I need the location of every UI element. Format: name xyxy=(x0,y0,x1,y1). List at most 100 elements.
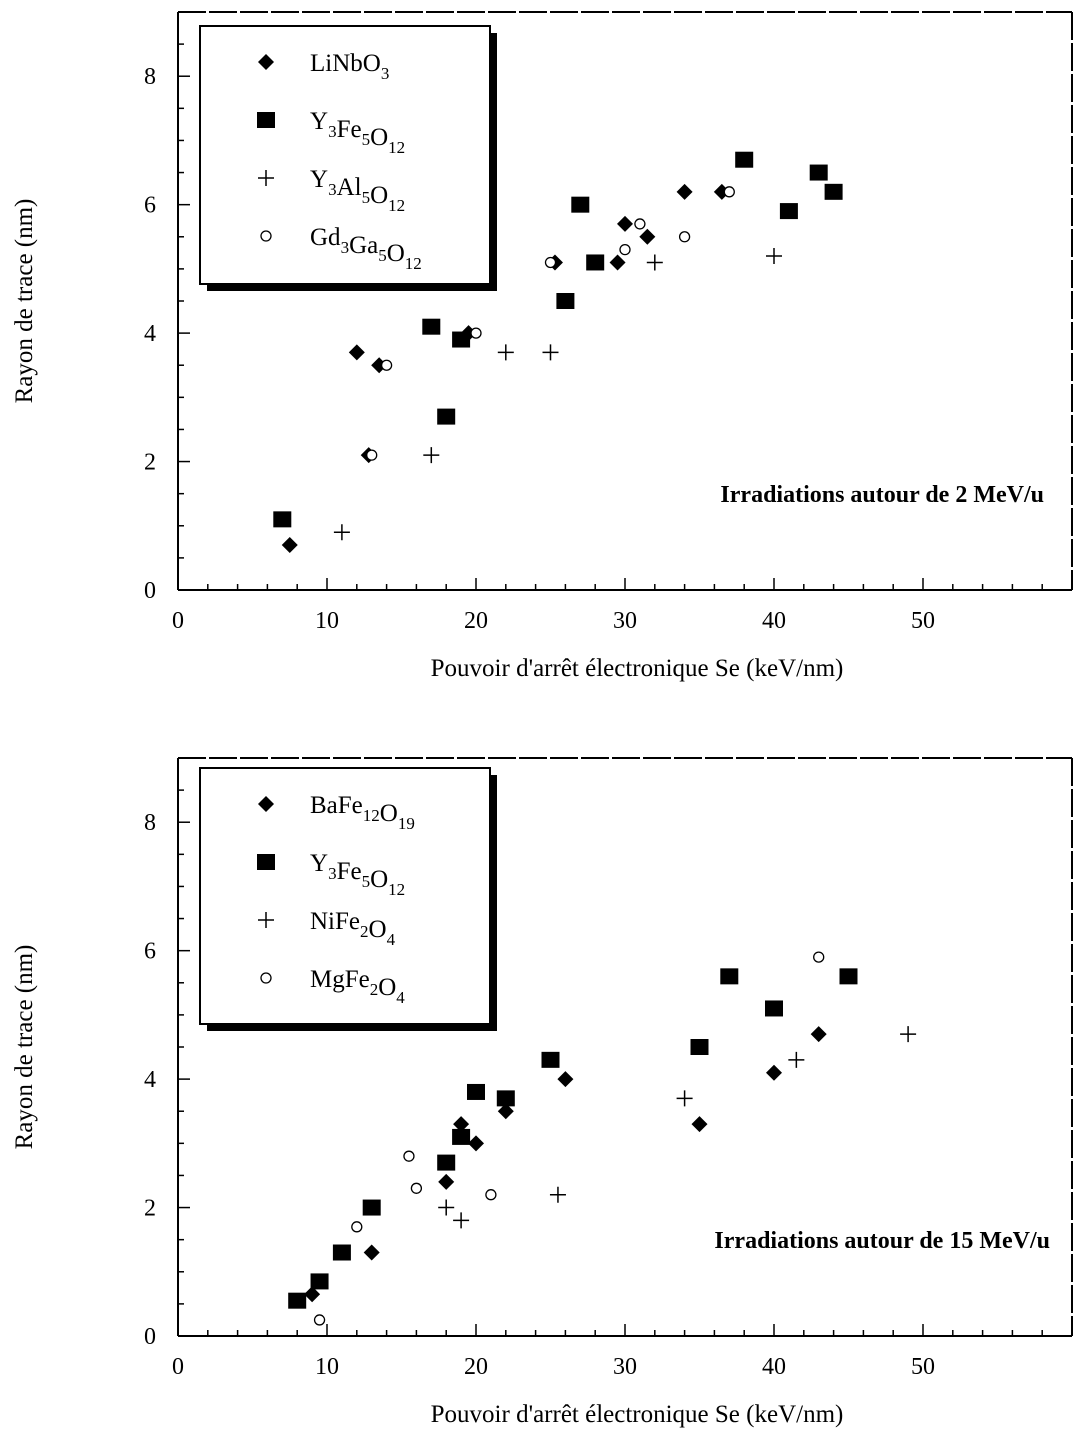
series-4-points xyxy=(313,951,825,1326)
y-tick-label: 2 xyxy=(144,450,156,476)
x-axis-title: Pouvoir d'arrêt électronique Se (keV/nm) xyxy=(431,655,844,682)
legend-marker-square xyxy=(257,112,275,128)
data-point xyxy=(571,196,590,213)
data-point xyxy=(497,344,514,361)
data-point xyxy=(438,1173,455,1190)
data-point xyxy=(766,248,782,265)
data-point xyxy=(735,151,754,168)
data-point xyxy=(423,447,440,464)
data-point xyxy=(273,511,292,528)
data-point xyxy=(678,231,691,243)
y-tick-label: 8 xyxy=(144,810,156,836)
data-point xyxy=(586,254,605,271)
data-point xyxy=(556,293,575,309)
y-tick-label: 6 xyxy=(144,193,156,219)
data-point xyxy=(485,1189,497,1201)
data-point xyxy=(453,1212,470,1229)
series-4-points xyxy=(366,186,735,461)
x-tick-label: 20 xyxy=(464,1354,488,1380)
series-3-points xyxy=(438,1026,917,1229)
legend-entry: Gd3Ga5O12 xyxy=(310,224,422,273)
legend-box xyxy=(199,25,491,285)
y-axis-title: Rayon de trace (nm) xyxy=(11,945,38,1150)
legend-marker-diamond xyxy=(258,796,274,812)
data-point xyxy=(288,1292,307,1309)
data-point xyxy=(549,1186,566,1203)
data-point xyxy=(351,1221,363,1233)
data-point xyxy=(410,1182,423,1194)
data-point xyxy=(437,1154,456,1171)
x-tick-label: 20 xyxy=(464,608,488,634)
data-point xyxy=(839,968,858,985)
data-point xyxy=(765,1000,783,1017)
data-point xyxy=(470,327,482,339)
data-point xyxy=(813,951,825,963)
x-tick-label: 10 xyxy=(315,1354,339,1380)
data-point xyxy=(452,331,471,348)
x-tick-label: 30 xyxy=(613,608,637,634)
data-point xyxy=(900,1026,917,1043)
y-tick-label: 8 xyxy=(144,64,156,90)
data-point xyxy=(366,449,378,461)
data-point xyxy=(810,1026,827,1043)
data-point xyxy=(403,1150,415,1162)
data-point xyxy=(779,203,798,220)
x-tick-label: 30 xyxy=(613,1354,637,1380)
data-point xyxy=(617,215,633,232)
data-point xyxy=(422,318,441,335)
data-point xyxy=(333,524,350,541)
legend-entry: NiFe2O4 xyxy=(310,908,396,949)
y-tick-label: 2 xyxy=(144,1196,156,1222)
data-point xyxy=(363,1244,380,1261)
legend-marker-square xyxy=(257,854,275,870)
legend-marker-circle xyxy=(260,230,272,242)
x-tick-label: 0 xyxy=(172,608,184,634)
x-axis-title: Pouvoir d'arrêt électronique Se (keV/nm) xyxy=(431,1401,844,1428)
legend-marker-diamond xyxy=(258,54,274,70)
data-point xyxy=(348,344,365,361)
legend-box xyxy=(199,767,491,1025)
y-tick-label: 4 xyxy=(144,1067,156,1093)
data-point xyxy=(609,254,626,271)
series-1-points xyxy=(304,1026,827,1303)
x-tick-label: 50 xyxy=(911,1354,935,1380)
data-point xyxy=(639,228,656,245)
chart-panel-2: 0 10 20 30 40 50 0 2 4 6 8 Pouvoir d'arrêt électron… xyxy=(11,757,1073,1428)
data-point xyxy=(809,164,828,181)
legend-entry: Y3Fe5O12 xyxy=(310,108,405,157)
data-point xyxy=(468,1135,484,1152)
x-tick-label: 40 xyxy=(762,1354,786,1380)
data-point xyxy=(313,1314,326,1326)
legend-marker-plus xyxy=(258,170,274,186)
data-point xyxy=(438,1199,455,1216)
data-point xyxy=(766,1064,782,1081)
data-point xyxy=(362,1199,381,1216)
data-point xyxy=(646,254,663,271)
data-point xyxy=(541,1051,560,1068)
annotation-text: Irradiations autour de 2 MeV/u xyxy=(720,482,1044,508)
data-point xyxy=(310,1273,329,1290)
legend-marker-plus xyxy=(258,912,274,928)
data-point xyxy=(281,537,298,554)
data-point xyxy=(619,243,631,256)
data-point xyxy=(634,218,646,230)
y-tick-label: 0 xyxy=(144,578,156,604)
legend-marker-circle xyxy=(260,972,272,984)
series-2-points xyxy=(273,151,843,528)
data-point xyxy=(691,1116,708,1133)
y-tick-label: 4 xyxy=(144,321,156,347)
legend-entry: BaFe12O19 xyxy=(310,792,415,833)
data-point xyxy=(676,1090,693,1107)
data-point xyxy=(437,408,456,425)
x-tick-label: 50 xyxy=(911,608,935,634)
data-point xyxy=(452,1128,471,1145)
series-3-points xyxy=(333,248,782,541)
y-axis-title: Rayon de trace (nm) xyxy=(11,199,38,404)
data-point xyxy=(453,1116,470,1133)
legend-entry: Y3Fe5O12 xyxy=(310,850,405,899)
x-tick-label: 10 xyxy=(315,608,339,634)
data-point xyxy=(497,1103,514,1120)
x-tick-label: 40 xyxy=(762,608,786,634)
data-point xyxy=(496,1090,515,1107)
